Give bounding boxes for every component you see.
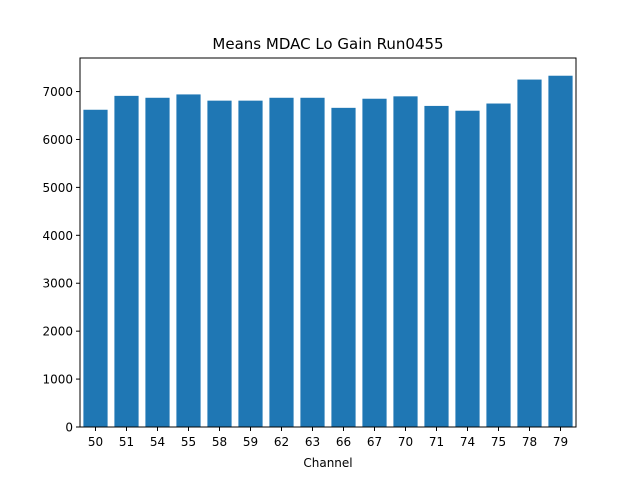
y-tick-label-4000: 4000	[42, 229, 73, 243]
y-tick-label-3000: 3000	[42, 277, 73, 291]
x-tick-label-50: 50	[88, 435, 103, 449]
bar-78	[517, 79, 542, 427]
x-tick-label-54: 54	[150, 435, 165, 449]
x-tick-label-63: 63	[305, 435, 320, 449]
y-tick-label-5000: 5000	[42, 181, 73, 195]
bar-58	[207, 100, 232, 428]
x-tick-label-74: 74	[460, 435, 475, 449]
y-tick-label-6000: 6000	[42, 133, 73, 147]
x-tick-label-79: 79	[553, 435, 568, 449]
bar-71	[424, 105, 449, 427]
x-tick-label-70: 70	[398, 435, 413, 449]
bar-54	[145, 97, 170, 427]
y-tick-label-7000: 7000	[42, 85, 73, 99]
x-tick-label-59: 59	[243, 435, 258, 449]
bar-74	[455, 110, 480, 427]
x-tick-label-78: 78	[522, 435, 537, 449]
x-axis: 50 51 54 55 58 59 62 63 66 67 70 71 74 75 78 79	[88, 427, 568, 449]
plot-frame	[79, 57, 577, 428]
bar-75	[486, 103, 511, 427]
x-axis-label: Channel	[303, 456, 352, 470]
bar-63	[300, 97, 325, 427]
y-tick-label-0: 0	[65, 421, 73, 435]
y-tick-label-2000: 2000	[42, 325, 73, 339]
bars-group	[83, 75, 573, 428]
bar-66	[331, 107, 356, 427]
x-tick-label-67: 67	[367, 435, 382, 449]
bar-70	[393, 96, 418, 428]
y-axis: 0 1000 2000 3000 4000 5000 6000 7000	[42, 85, 80, 435]
bar-55	[176, 94, 201, 427]
x-tick-label-55: 55	[181, 435, 196, 449]
bar-50	[83, 109, 108, 427]
x-tick-label-51: 51	[119, 435, 134, 449]
x-tick-label-62: 62	[274, 435, 289, 449]
bar-67	[362, 98, 387, 427]
bar-62	[269, 97, 294, 427]
bar-59	[238, 100, 263, 428]
bar-79	[548, 75, 573, 427]
bar-51	[114, 95, 139, 427]
x-tick-label-58: 58	[212, 435, 227, 449]
chart-title: Means MDAC Lo Gain Run0455	[212, 35, 443, 53]
x-tick-label-75: 75	[491, 435, 506, 449]
x-tick-label-71: 71	[429, 435, 444, 449]
y-tick-label-1000: 1000	[42, 373, 73, 387]
x-tick-label-66: 66	[336, 435, 351, 449]
